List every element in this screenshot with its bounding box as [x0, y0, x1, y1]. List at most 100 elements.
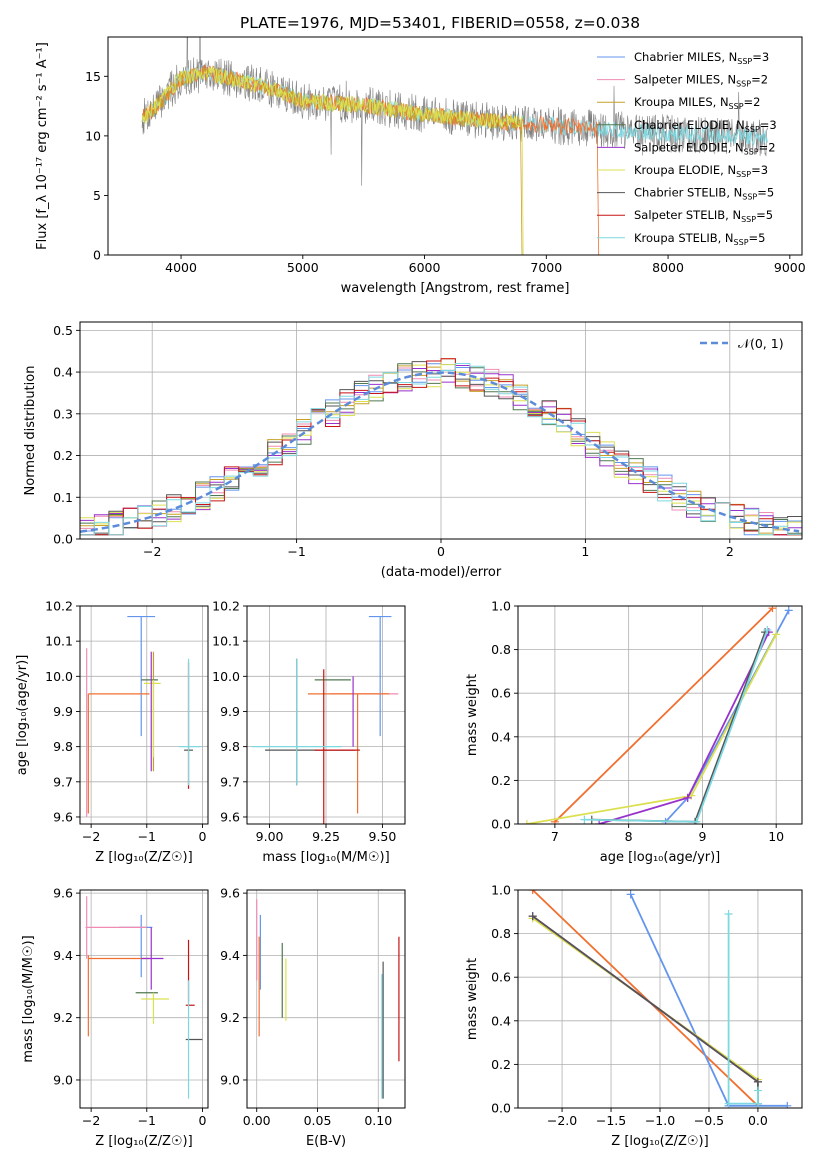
y-tick-label: 9.4	[220, 948, 240, 963]
x-axis-label: (data-model)/error	[381, 565, 502, 580]
grid	[80, 890, 208, 1108]
legend-entry: Kroupa STELIB, NSSP=5	[634, 231, 765, 247]
panel-age-vs-mass: 9.00 9.25 9.50 9.6 9.7 9.8 9.9 10.0 10.1 10.2 mass…	[212, 599, 406, 865]
panel-mass-vs-ebv: 0.00 0.05 0.10 9.0 9.2 9.4 9.6 E(B-V)	[220, 886, 406, 1149]
x-tick-label: 4000	[165, 260, 197, 275]
series-marker	[626, 890, 635, 899]
y-tick-label: 10.0	[212, 669, 240, 684]
panel-age-vs-metallicity: −2 −1 0 9.6 9.7 9.8 9.9 10.0 10.1 10.2 Z [log₁₀(Z/…	[15, 599, 209, 865]
series-line	[598, 631, 770, 824]
y-tick-label: 0.6	[491, 686, 511, 701]
panel-mass-weight-vs-metallicity: −2.0 −1.5 −1.0 −0.5 0.0 0.0 0.2 0.4 0.6 0.8 1.0 Z […	[465, 883, 803, 1149]
y-tick-label: 0.4	[53, 365, 73, 380]
grid	[247, 890, 405, 1108]
y-tick-label: 0.2	[491, 773, 511, 788]
y-tick-label: 9.7	[220, 774, 240, 789]
y-tick-label: 0.8	[491, 642, 511, 657]
series-marker	[763, 625, 772, 634]
x-tick-label: 0	[198, 829, 206, 844]
x-tick-label: 2	[726, 544, 734, 559]
axes: −2 −1 0 1 2 0.0 0.1 0.2 0.3 0.4 0.5 (data-model)/er…	[23, 321, 803, 580]
x-axis-label: Z [log₁₀(Z/Z☉)]	[95, 1134, 192, 1149]
y-tick-label: 9.9	[53, 704, 73, 719]
y-tick-label: 15	[85, 69, 101, 84]
series-marker	[724, 1099, 733, 1108]
panel-mass-weight-vs-age: 7 8 9 10 0.0 0.2 0.4 0.6 0.8 1.0 age [log₁₀(age/yr…	[465, 599, 803, 865]
y-tick-label: 0.3	[53, 406, 73, 421]
grid	[518, 605, 802, 825]
y-tick-label: 9.6	[220, 809, 240, 824]
y-tick-label: 9.2	[220, 1010, 240, 1025]
legend-entry: Salpeter MILES, NSSP=2	[634, 73, 768, 89]
x-tick-label: 0	[437, 544, 445, 559]
x-tick-label: 0.0	[748, 1113, 768, 1128]
y-tick-label: 9.9	[220, 704, 240, 719]
y-tick-label: 9.8	[53, 739, 73, 754]
axes: 0.00 0.05 0.10 9.0 9.2 9.4 9.6 E(B-V)	[220, 886, 406, 1149]
axes: 9.00 9.25 9.50 9.6 9.7 9.8 9.9 10.0 10.1 10.2 mass…	[212, 599, 406, 865]
y-axis-label: mass weight	[465, 674, 480, 756]
series-marker	[753, 1077, 762, 1086]
y-tick-label: 9.8	[220, 739, 240, 754]
x-tick-label: −1	[287, 544, 305, 559]
legend-entry: Chabrier ELODIE, NSSP=3	[634, 118, 777, 134]
legend-entry: 𝒩(0, 1)	[738, 336, 784, 351]
model-spectrum-line	[141, 67, 524, 255]
y-tick-label: 10.2	[212, 599, 240, 614]
model-spectrum-line	[141, 65, 523, 255]
grid	[247, 605, 405, 824]
y-tick-label: 1.0	[491, 883, 511, 898]
series-marker	[580, 815, 589, 824]
histogram-steps	[80, 363, 802, 536]
legend-entry: Salpeter ELODIE, NSSP=2	[634, 140, 776, 156]
series-line	[584, 629, 769, 823]
y-tick-label: 9.0	[53, 1072, 73, 1087]
y-tick-label: 0.4	[491, 1013, 511, 1028]
legend-entry: Salpeter STELIB, NSSP=5	[634, 208, 773, 224]
x-axis-label: E(B-V)	[306, 1134, 346, 1149]
axes-frame	[246, 889, 406, 1109]
axes: −2 −1 0 9.6 9.7 9.8 9.9 10.0 10.1 10.2 Z [log₁₀(Z/…	[15, 599, 209, 865]
legend: 𝒩(0, 1)	[700, 336, 784, 351]
y-tick-label: 9.6	[53, 809, 73, 824]
plot-area	[141, 37, 769, 255]
series-marker	[753, 1099, 762, 1108]
y-tick-label: 0.1	[53, 490, 73, 505]
plot-area	[256, 899, 400, 1099]
y-tick-label: 0.0	[53, 532, 73, 547]
plot-area	[85, 896, 203, 1099]
series-marker	[768, 606, 777, 613]
axes-frame	[517, 605, 803, 825]
series-line	[554, 607, 774, 823]
x-axis-label: Z [log₁₀(Z/Z☉)]	[611, 1134, 708, 1149]
axes-frame	[79, 605, 209, 825]
y-tick-label: 1.0	[491, 599, 511, 614]
x-tick-label: 0.00	[243, 1113, 271, 1128]
axes-frame	[79, 889, 209, 1109]
x-tick-label: −1.5	[596, 1113, 626, 1128]
series-marker	[724, 909, 733, 918]
x-tick-label: −0.5	[694, 1113, 724, 1128]
y-tick-label: 5	[93, 188, 101, 203]
y-tick-label: 10.1	[45, 634, 73, 649]
y-tick-label: 0.2	[53, 448, 73, 463]
series-marker	[692, 817, 701, 824]
y-axis-label: age [log₁₀(age/yr)]	[15, 655, 30, 776]
x-tick-label: 8000	[652, 260, 684, 275]
x-tick-label: 9.00	[256, 829, 284, 844]
y-axis-label: Flux [f_λ 10⁻¹⁷ erg cm⁻² s⁻¹ A⁻¹]	[35, 42, 50, 250]
x-tick-label: −1	[138, 1113, 156, 1128]
x-tick-label: 7000	[530, 260, 562, 275]
x-tick-label: −2	[143, 544, 161, 559]
x-tick-label: 0.05	[304, 1113, 332, 1128]
x-tick-label: −2	[82, 1113, 100, 1128]
series-marker	[783, 1101, 792, 1108]
y-axis-label: mass [log₁₀(M/M☉)]	[21, 935, 36, 1062]
plot-area	[522, 606, 793, 824]
x-tick-label: 9.50	[369, 829, 397, 844]
y-tick-label: 10.1	[212, 634, 240, 649]
grid	[80, 322, 802, 540]
y-tick-label: 0.0	[491, 817, 511, 832]
y-tick-label: 0.2	[491, 1057, 511, 1072]
